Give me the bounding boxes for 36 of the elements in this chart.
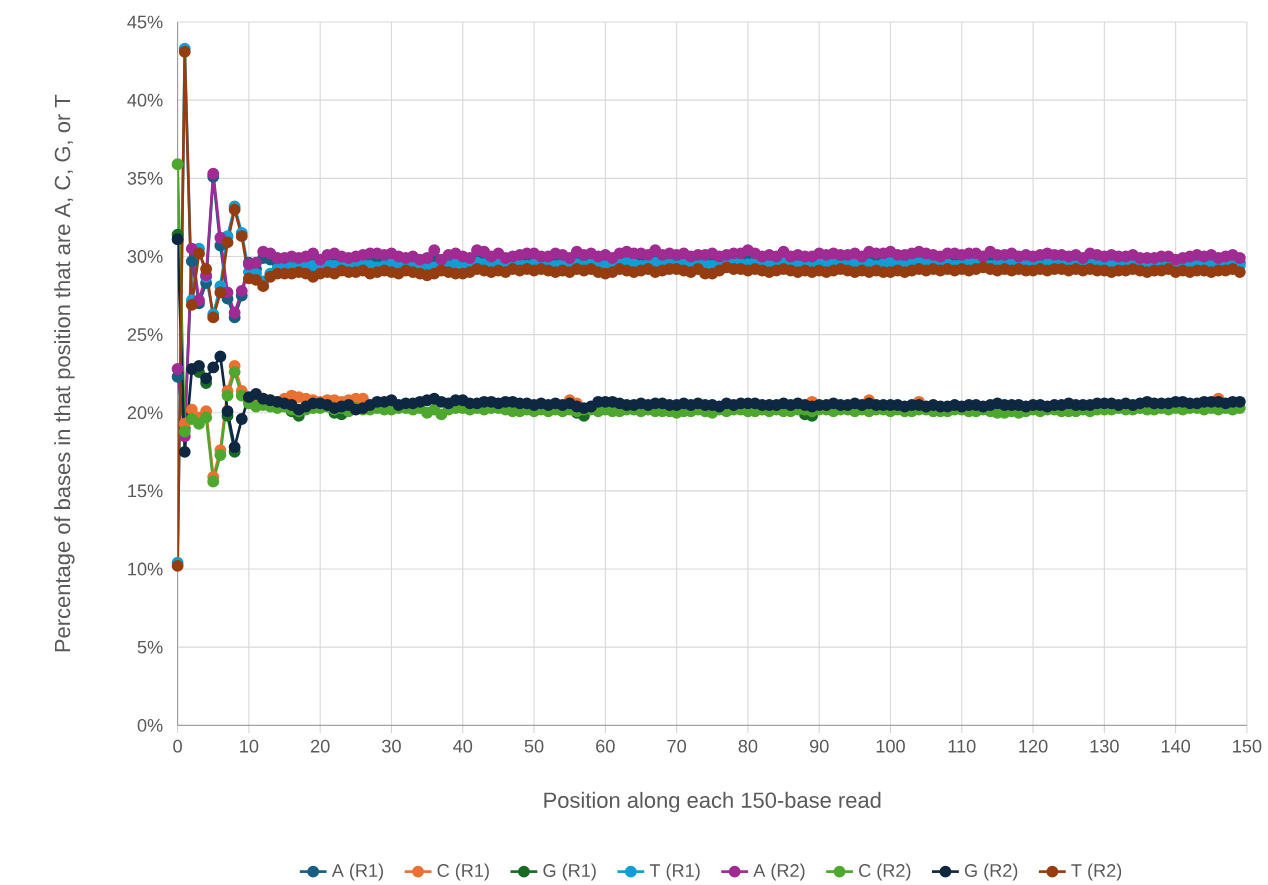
legend-label: G (R2)	[964, 863, 1018, 881]
x-tick-label: 60	[596, 739, 615, 753]
x-tick-label: 120	[1019, 739, 1048, 753]
y-tick-label: 15%	[128, 484, 163, 498]
x-tick-label: 130	[1090, 739, 1119, 753]
x-tick-label: 50	[524, 739, 544, 753]
x-axis-title: Position along each 150-base read	[544, 791, 881, 813]
legend-label: C (R2)	[859, 863, 911, 881]
y-tick-label: 40%	[127, 93, 163, 107]
x-tick-label: 90	[809, 739, 829, 753]
y-tick-label: 10%	[128, 562, 163, 576]
x-tick-label: 10	[240, 739, 259, 753]
x-tick-label: 20	[310, 739, 330, 753]
x-tick-label: 0	[173, 739, 182, 753]
y-tick-label: 30%	[127, 249, 163, 263]
x-tick-label: 70	[667, 739, 686, 753]
y-axis-title: Percentage of bases in that position that are A, C, G, or T	[54, 94, 75, 652]
x-tick-label: 110	[948, 739, 976, 753]
y-tick-label: 20%	[127, 406, 163, 420]
legend-label: G (R1)	[543, 863, 596, 881]
y-tick-label: 25%	[127, 328, 163, 341]
y-tick-label: 45%	[127, 15, 163, 29]
x-tick-label: 80	[738, 739, 758, 753]
y-tick-label: 5%	[137, 640, 163, 654]
legend-label: C (R1)	[437, 863, 489, 881]
y-tick-label: 35%	[127, 171, 163, 185]
x-tick-label: 140	[1161, 739, 1191, 753]
x-tick-label: 30	[382, 739, 401, 753]
x-tick-label: 100	[876, 739, 905, 753]
x-tick-label: 40	[453, 739, 473, 753]
legend-label: T (R2)	[1071, 863, 1122, 881]
x-tick-label: 150	[1233, 739, 1262, 753]
legend-label: A (R1)	[331, 863, 383, 881]
legend-label: T (R1)	[649, 863, 700, 881]
legend-label: A (R2)	[753, 863, 805, 881]
y-tick-label: 0%	[137, 718, 163, 732]
